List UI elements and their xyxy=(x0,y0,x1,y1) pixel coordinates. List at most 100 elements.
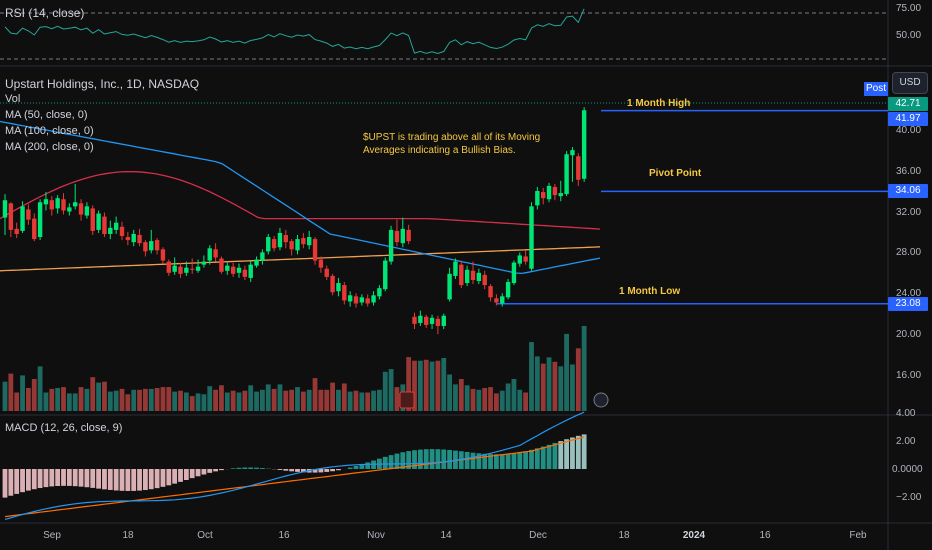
volume-bar xyxy=(382,371,388,411)
candle-body xyxy=(500,296,505,304)
macd-histogram-bar xyxy=(166,469,172,486)
macd-histogram-bar xyxy=(324,469,330,472)
macd-histogram-bar xyxy=(183,469,189,481)
volume-bar xyxy=(213,389,218,411)
volume-bar xyxy=(230,390,236,411)
volume-bar xyxy=(113,390,119,411)
candle-body xyxy=(14,228,19,234)
volume-bar xyxy=(453,384,458,411)
candle-body xyxy=(195,266,201,271)
macd-histogram-bar xyxy=(499,454,505,469)
price-tick-36: 36.00 xyxy=(896,166,922,177)
candle-body xyxy=(511,262,517,284)
volume-bar xyxy=(107,391,113,411)
macd-signal-line xyxy=(4,436,585,518)
time-tick-18: 18 xyxy=(122,530,134,541)
candle-body xyxy=(32,218,37,240)
volume-bar xyxy=(271,388,277,411)
time-tick-dec: Dec xyxy=(529,530,547,541)
macd-histogram-bar xyxy=(160,469,166,487)
macd-histogram-bar xyxy=(435,449,441,469)
rsi-tick-50: 50.00 xyxy=(896,30,922,41)
candle-body xyxy=(260,252,265,261)
volume-bar xyxy=(78,387,84,411)
ma50-label: MA (50, close, 0) xyxy=(5,109,88,121)
candle-body xyxy=(470,270,476,280)
volume-bar xyxy=(482,388,488,411)
volume-bar xyxy=(353,390,359,411)
ma50-line xyxy=(0,120,601,275)
volume-bar xyxy=(377,389,382,411)
candle-body xyxy=(336,283,341,292)
volume-bar xyxy=(417,360,423,411)
volume-bar xyxy=(84,388,90,411)
ma100-label: MA (100, close, 0) xyxy=(5,125,94,137)
volume-bar xyxy=(441,358,447,411)
volume-bar xyxy=(458,379,464,411)
month-high-tag: 41.97 xyxy=(888,112,928,126)
macd-histogram-bar xyxy=(96,469,101,489)
candle-body xyxy=(377,288,382,297)
candle-body xyxy=(301,238,306,245)
currency-button[interactable]: USD xyxy=(892,72,928,94)
candle-body xyxy=(289,241,294,250)
macd-histogram-bar xyxy=(55,469,61,487)
candle-body xyxy=(283,234,288,243)
rsi-label: RSI (14, close) xyxy=(5,6,85,20)
volume-bar xyxy=(224,392,230,411)
candle-body xyxy=(26,209,31,220)
volume-bar xyxy=(558,366,564,411)
candle-body xyxy=(324,268,329,277)
candle-body xyxy=(371,295,376,303)
volume-bar xyxy=(125,394,131,411)
time-tick-nov: Nov xyxy=(367,530,385,541)
volume-bar xyxy=(207,386,213,411)
candle-body xyxy=(73,202,78,207)
candle-body xyxy=(67,207,72,212)
macd-histogram-bar xyxy=(90,469,96,488)
candle-body xyxy=(90,208,95,231)
candle-body xyxy=(307,237,312,246)
macd-histogram-bar xyxy=(347,467,353,469)
candle-body xyxy=(447,273,452,300)
time-tick-2024: 2024 xyxy=(682,530,706,541)
candle-body xyxy=(184,267,189,273)
macd-histogram-bar xyxy=(529,449,534,469)
macd-histogram-bar xyxy=(154,469,160,489)
candle-body xyxy=(230,266,236,274)
candle-body xyxy=(429,317,435,324)
volume-bar xyxy=(388,369,394,411)
ma200-label: MA (200, close, 0) xyxy=(5,141,94,153)
macd-histogram-bar xyxy=(254,467,259,469)
volume-bar xyxy=(131,389,137,411)
candle-body xyxy=(149,241,154,251)
macd-histogram-bar xyxy=(2,469,8,498)
candle-body xyxy=(178,266,183,274)
volume-bar xyxy=(470,388,476,411)
candle-body xyxy=(418,315,423,323)
volume-bar xyxy=(499,390,505,411)
volume-bar xyxy=(324,389,330,411)
volume-bar xyxy=(265,384,271,411)
macd-histogram-bar xyxy=(207,469,213,473)
macd-histogram-bar xyxy=(242,467,248,469)
candle-body xyxy=(353,296,359,304)
volume-bar xyxy=(289,389,295,411)
volume-bar xyxy=(195,393,201,411)
volume-bar xyxy=(137,389,142,411)
volume-bar xyxy=(172,391,178,411)
volume-bar xyxy=(143,388,148,411)
macd-histogram-bar xyxy=(172,469,178,484)
candle-body xyxy=(219,258,224,272)
macd-histogram-bar xyxy=(318,469,324,473)
macd-histogram-bar xyxy=(72,469,78,487)
volume-bar xyxy=(552,361,558,411)
macd-histogram-bar xyxy=(236,467,242,469)
macd-histogram-bar xyxy=(353,465,359,469)
candle-body xyxy=(84,206,90,216)
volume-bar xyxy=(236,392,242,411)
macd-histogram-bar xyxy=(148,469,154,490)
volume-bar xyxy=(570,364,575,411)
candle-body xyxy=(207,248,212,261)
